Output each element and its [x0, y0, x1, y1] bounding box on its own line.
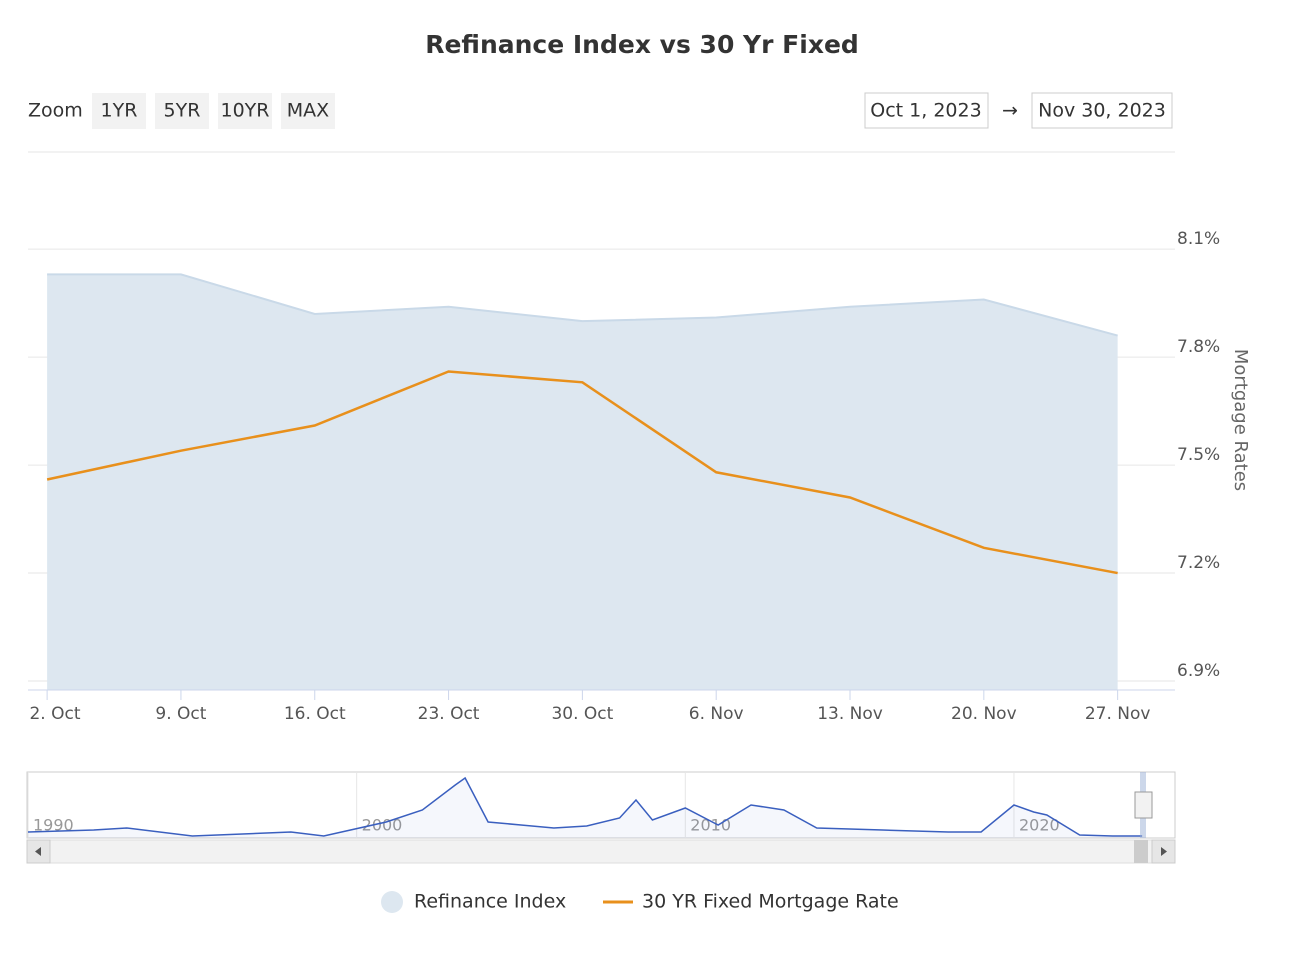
arrow-icon — [35, 847, 41, 856]
zoom-button-label[interactable]: 1YR — [101, 100, 138, 122]
y-tick-label: 7.8% — [1177, 337, 1220, 357]
arrow-icon — [1161, 847, 1167, 856]
x-tick-label: 2. Oct — [29, 704, 80, 724]
zoom-button-label[interactable]: MAX — [287, 100, 329, 122]
date-from[interactable]: Oct 1, 2023 — [870, 100, 981, 122]
y-tick-label: 6.9% — [1177, 661, 1220, 681]
zoom-button[interactable] — [155, 93, 209, 129]
zoom-button[interactable] — [281, 93, 335, 129]
date-to[interactable]: Nov 30, 2023 — [1038, 100, 1166, 122]
legend-symbol — [381, 891, 403, 913]
y-axis-title: Mortgage Rates — [1230, 349, 1251, 491]
x-tick-label: 30. Oct — [551, 704, 613, 724]
x-tick-label: 20. Nov — [951, 704, 1017, 724]
legend-label: Refinance Index — [414, 891, 566, 913]
date-input[interactable] — [864, 92, 989, 129]
y-tick-label: 7.5% — [1177, 445, 1220, 465]
date-arrow: → — [1002, 100, 1018, 122]
navigator-frame — [26, 771, 1176, 839]
x-tick-label: 23. Oct — [418, 704, 480, 724]
area-line — [47, 273, 1118, 337]
navigator-line — [27, 776, 1143, 837]
zoom-button[interactable] — [218, 93, 272, 129]
zoom-button[interactable] — [92, 93, 146, 129]
x-tick-label: 27. Nov — [1085, 704, 1151, 724]
area — [47, 274, 1118, 690]
navigator-tick-label: 1990 — [33, 816, 74, 835]
zoom-button-label[interactable]: 5YR — [164, 100, 201, 122]
chart-title: Refinance Index vs 30 Yr Fixed — [425, 30, 859, 59]
navigator-tick-label: 2010 — [690, 816, 731, 835]
x-tick-label: 16. Oct — [284, 704, 346, 724]
y-tick-label: 7.2% — [1177, 553, 1220, 573]
line — [46, 370, 1118, 575]
navigator-tick-label: 2020 — [1019, 816, 1060, 835]
zoom-button-label[interactable]: 10YR — [221, 100, 270, 122]
x-tick-label: 9. Oct — [155, 704, 206, 724]
x-tick-label: 6. Nov — [689, 704, 744, 724]
scrollbar-thumb[interactable] — [1134, 840, 1148, 863]
zoom-label: Zoom — [28, 100, 83, 122]
scrollbar-track[interactable] — [26, 839, 1176, 864]
navigator-area — [28, 778, 1143, 838]
y-tick-label: 8.1% — [1177, 229, 1220, 249]
date-input[interactable] — [1031, 92, 1173, 129]
x-tick-label: 13. Nov — [817, 704, 883, 724]
legend-label: 30 YR Fixed Mortgage Rate — [642, 891, 899, 913]
navigator-handle[interactable] — [1134, 791, 1153, 819]
